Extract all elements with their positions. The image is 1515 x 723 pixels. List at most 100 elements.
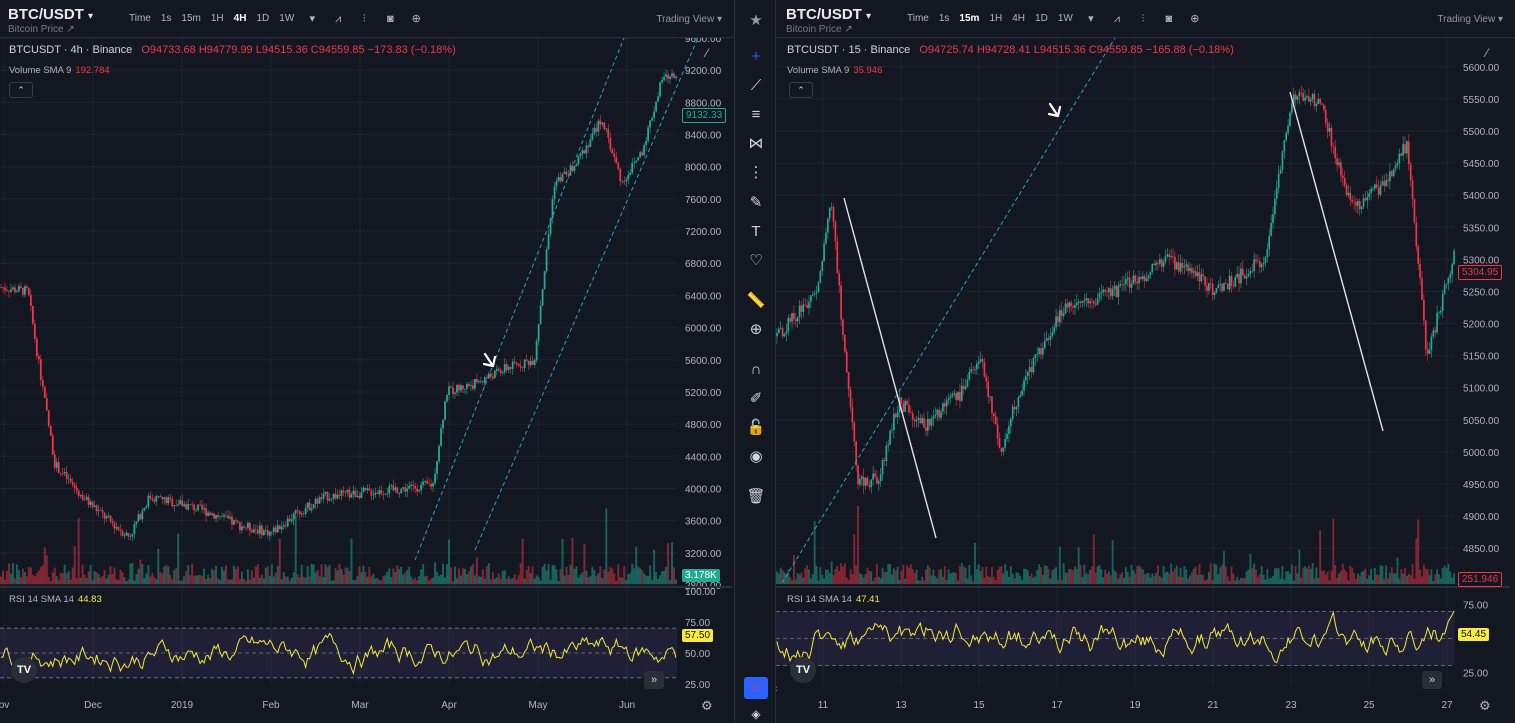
pitchfork-icon[interactable]: ⋈: [748, 135, 764, 152]
add-icon[interactable]: ⊕: [411, 13, 421, 25]
eye-icon[interactable]: ◉: [749, 448, 763, 465]
layers-icon[interactable]: ◈: [751, 707, 761, 721]
volume-bar: [179, 580, 182, 584]
tf-time[interactable]: Time: [907, 13, 929, 24]
crosshair-icon[interactable]: +: [751, 48, 761, 65]
volume-bar: [31, 574, 34, 584]
candle-body: [1413, 199, 1416, 223]
candle-body: [101, 510, 104, 513]
volume-bar: [71, 567, 74, 584]
volume-bar: [1343, 569, 1346, 584]
tf-1s[interactable]: 1s: [938, 13, 950, 24]
tf-15m[interactable]: 15m: [959, 13, 980, 24]
tf-4h[interactable]: 4H: [233, 13, 247, 24]
trend-line-icon[interactable]: ⟋: [750, 77, 762, 94]
text-icon[interactable]: T: [751, 223, 761, 240]
left-chart-pane[interactable]: BTC/USDT ▾ Bitcoin Price ↗ Time 1s 15m 1…: [0, 0, 735, 723]
candle-body: [8, 290, 10, 292]
volume-bar: [847, 580, 850, 584]
candle-body: [410, 484, 413, 486]
tf-1d[interactable]: 1D: [256, 13, 270, 24]
magnet-icon[interactable]: ∩: [750, 361, 762, 378]
volume-bar: [1272, 575, 1274, 584]
drawing-shortcut-icon[interactable]: ⁄: [706, 46, 709, 60]
volume-bar: [1285, 571, 1288, 584]
volume-bar: [1255, 569, 1257, 584]
volume-bar: [832, 575, 835, 584]
volume-bar: [1041, 575, 1044, 584]
lock-pencil-icon[interactable]: ✐: [749, 390, 763, 407]
volume-bar: [1057, 579, 1059, 584]
candle-body: [139, 514, 142, 520]
candle-body: [93, 505, 96, 507]
right-trading-view-label[interactable]: Trading View ▾: [1437, 14, 1503, 25]
volume-bar: [898, 579, 901, 584]
volume-bar: [1030, 573, 1033, 584]
left-subtitle[interactable]: Bitcoin Price ↗: [8, 24, 75, 35]
add-icon[interactable]: ⊕: [1190, 13, 1200, 25]
candle-body: [123, 535, 126, 537]
volume-bar: [187, 565, 190, 584]
candle-body: [1006, 433, 1008, 440]
camera-icon[interactable]: ◙: [386, 13, 394, 25]
right-volume-tag: 251.946: [1458, 572, 1503, 587]
drawing-shortcut-icon[interactable]: ⁄: [1486, 46, 1489, 60]
volume-bar: [1322, 570, 1325, 584]
tf-1h[interactable]: 1H: [210, 13, 224, 24]
favorites-star-button[interactable]: ☆: [744, 677, 768, 699]
collapse-toolbar-icon[interactable]: ‹: [776, 683, 778, 695]
left-scroll-right-button[interactable]: »: [644, 671, 664, 689]
tf-1s[interactable]: 1s: [160, 13, 172, 24]
candle-body: [1096, 298, 1099, 305]
left-symbol[interactable]: BTC/USDT ▾: [8, 6, 94, 23]
candle-body: [1089, 301, 1091, 304]
left-chart-svg[interactable]: 9600.009200.008800.008400.008000.007600.…: [0, 38, 735, 723]
zoom-in-icon[interactable]: ⊕: [749, 321, 763, 338]
chevron-down-icon[interactable]: ▾: [1088, 13, 1094, 25]
fib-levels-icon[interactable]: ⋮: [748, 164, 764, 181]
right-chart-svg[interactable]: 5600.005550.005500.005450.005400.005350.…: [776, 38, 1515, 723]
heart-icon[interactable]: ♡: [749, 252, 763, 269]
volume-bar: [1068, 569, 1071, 584]
right-subtitle[interactable]: Bitcoin Price ↗: [786, 24, 853, 35]
right-symbol[interactable]: BTC/USDT ▾: [786, 6, 872, 23]
candles-icon[interactable]: ⫶: [1141, 13, 1145, 25]
trash-icon[interactable]: 🗑: [746, 488, 766, 505]
tf-1w[interactable]: 1W: [1057, 13, 1073, 24]
ruler-icon[interactable]: 📏: [746, 292, 766, 309]
candle-body: [525, 359, 528, 361]
camera-icon[interactable]: ◙: [1165, 13, 1173, 25]
favorite-star-icon[interactable]: ★: [749, 12, 763, 29]
candle-body: [149, 495, 152, 499]
candle-body: [1023, 380, 1025, 391]
volume-bar: [1132, 570, 1135, 584]
candle-body: [1094, 303, 1097, 305]
right-collapse-button[interactable]: ⌃: [789, 82, 813, 98]
horizontal-lines-icon[interactable]: ≡: [751, 106, 761, 123]
left-trading-view-label[interactable]: Trading View ▾: [656, 14, 722, 25]
candles-icon[interactable]: ⫶: [362, 13, 366, 25]
candle-body: [29, 294, 32, 307]
volume-bar: [105, 578, 108, 584]
tf-1d[interactable]: 1D: [1035, 13, 1048, 24]
tf-1h[interactable]: 1H: [989, 13, 1003, 24]
brush-icon[interactable]: ✎: [749, 194, 763, 211]
lock-icon[interactable]: 🔓: [746, 419, 766, 436]
gear-icon[interactable]: ⚙: [701, 698, 713, 713]
right-chart-pane[interactable]: BTC/USDT ▾ Bitcoin Price ↗ Time 1s 15m 1…: [776, 0, 1515, 723]
tf-time[interactable]: Time: [129, 13, 151, 24]
indicators-icon[interactable]: ⩘: [335, 13, 342, 25]
candle-body: [153, 499, 156, 502]
indicators-icon[interactable]: ⩘: [1113, 13, 1120, 25]
gear-icon[interactable]: ⚙: [1479, 698, 1491, 713]
tf-15m[interactable]: 15m: [181, 13, 201, 24]
left-collapse-button[interactable]: ⌃: [9, 82, 33, 98]
volume-bar: [310, 563, 313, 584]
chevron-down-icon[interactable]: ▾: [309, 13, 316, 25]
candle-body: [1200, 274, 1203, 282]
tf-4h[interactable]: 4H: [1012, 13, 1026, 24]
tf-1w[interactable]: 1W: [279, 13, 295, 24]
right-scroll-right-button[interactable]: »: [1422, 671, 1442, 689]
volume-bar: [1185, 569, 1188, 584]
x-tick-label: 27: [1441, 700, 1453, 711]
